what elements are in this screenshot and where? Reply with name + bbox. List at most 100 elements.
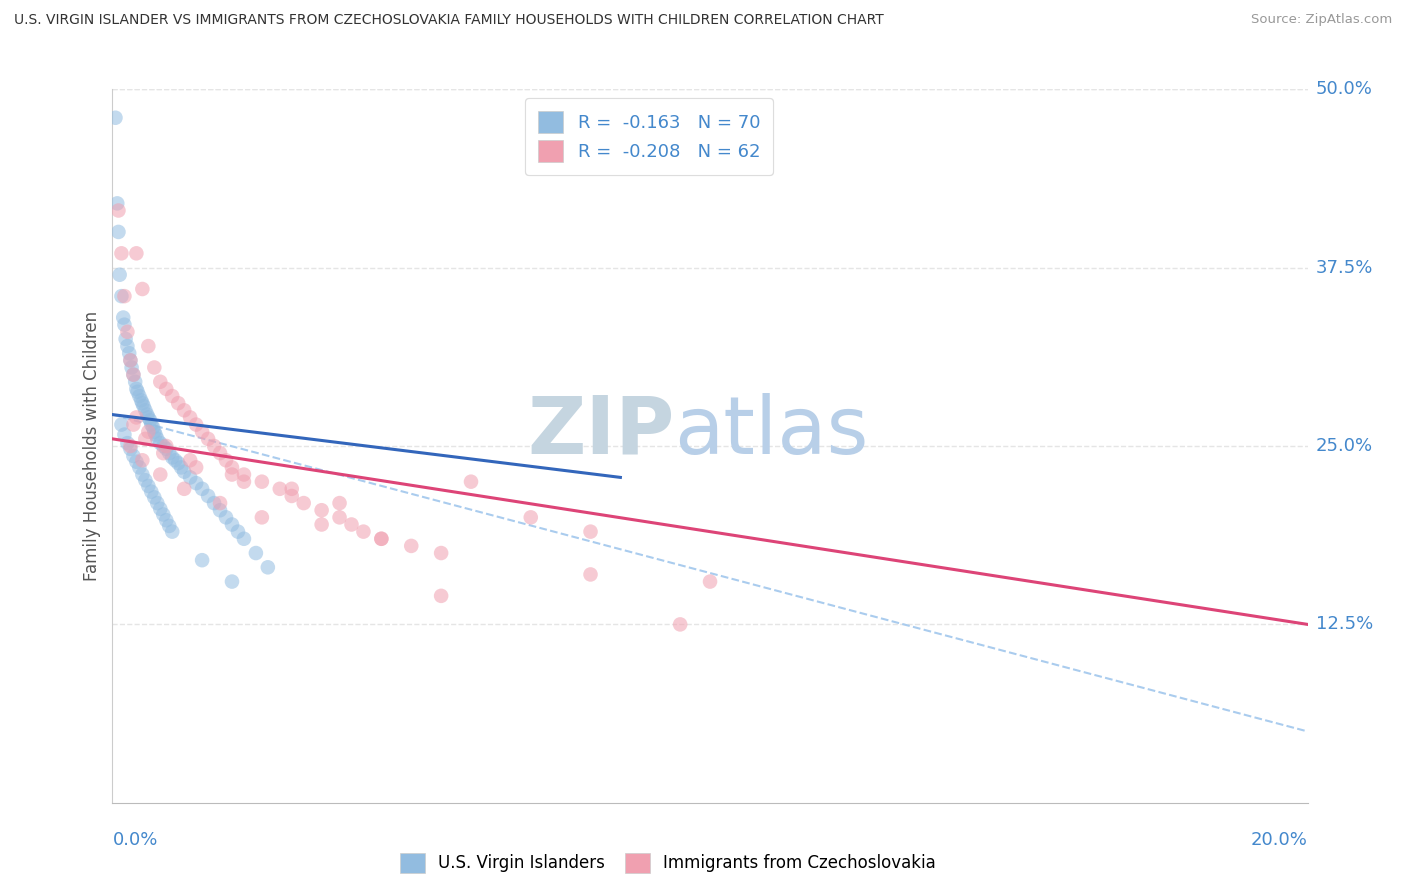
Point bbox=[221, 467, 243, 482]
Point bbox=[120, 353, 142, 368]
Point bbox=[157, 446, 180, 460]
Point bbox=[125, 382, 148, 396]
Point bbox=[328, 510, 352, 524]
Point bbox=[104, 111, 127, 125]
Point bbox=[134, 473, 156, 487]
Point bbox=[401, 539, 423, 553]
Point bbox=[226, 524, 249, 539]
Point bbox=[460, 475, 482, 489]
Point bbox=[520, 510, 543, 524]
Point bbox=[340, 517, 363, 532]
Point bbox=[149, 467, 172, 482]
Point bbox=[269, 482, 291, 496]
Point bbox=[117, 339, 139, 353]
Point bbox=[155, 439, 177, 453]
Point bbox=[146, 432, 169, 446]
Point bbox=[114, 289, 135, 303]
Point bbox=[233, 532, 256, 546]
Point bbox=[191, 425, 214, 439]
Point bbox=[125, 410, 148, 425]
Point bbox=[579, 524, 602, 539]
Point bbox=[149, 501, 172, 516]
Point bbox=[138, 425, 160, 439]
Point bbox=[152, 439, 174, 453]
Text: U.S. VIRGIN ISLANDER VS IMMIGRANTS FROM CZECHOSLOVAKIA FAMILY HOUSEHOLDS WITH CH: U.S. VIRGIN ISLANDER VS IMMIGRANTS FROM … bbox=[14, 13, 884, 28]
Point bbox=[108, 268, 131, 282]
Point bbox=[121, 360, 143, 375]
Point bbox=[125, 455, 148, 469]
Text: 37.5%: 37.5% bbox=[1316, 259, 1374, 277]
Point bbox=[138, 479, 160, 493]
Point bbox=[149, 436, 172, 450]
Point bbox=[281, 489, 304, 503]
Point bbox=[138, 410, 160, 425]
Point bbox=[120, 353, 142, 368]
Point bbox=[131, 453, 153, 467]
Point bbox=[186, 476, 208, 491]
Point bbox=[114, 427, 135, 442]
Point bbox=[117, 436, 139, 450]
Point bbox=[233, 475, 256, 489]
Point bbox=[202, 496, 225, 510]
Point bbox=[120, 442, 142, 456]
Point bbox=[155, 382, 177, 396]
Point bbox=[370, 532, 392, 546]
Point bbox=[162, 450, 183, 465]
Point bbox=[173, 465, 195, 479]
Text: 0.0%: 0.0% bbox=[112, 830, 157, 848]
Point bbox=[107, 203, 129, 218]
Point bbox=[292, 496, 315, 510]
Point bbox=[157, 519, 180, 533]
Point bbox=[208, 503, 231, 517]
Point bbox=[173, 403, 195, 417]
Point bbox=[117, 325, 139, 339]
Point bbox=[191, 482, 214, 496]
Point bbox=[579, 567, 602, 582]
Point bbox=[124, 375, 146, 389]
Point bbox=[134, 432, 156, 446]
Point bbox=[142, 420, 165, 434]
Point bbox=[125, 246, 148, 260]
Text: ZIP: ZIP bbox=[527, 392, 675, 471]
Point bbox=[221, 460, 243, 475]
Point bbox=[107, 225, 129, 239]
Point bbox=[128, 389, 150, 403]
Point bbox=[165, 453, 187, 467]
Point bbox=[221, 517, 243, 532]
Point bbox=[167, 456, 190, 470]
Point bbox=[191, 553, 214, 567]
Point bbox=[250, 510, 273, 524]
Point bbox=[208, 446, 231, 460]
Point bbox=[186, 417, 208, 432]
Point bbox=[122, 368, 145, 382]
Point bbox=[311, 503, 333, 517]
Point bbox=[136, 408, 159, 422]
Point bbox=[141, 484, 163, 499]
Point bbox=[122, 417, 145, 432]
Point bbox=[134, 403, 156, 417]
Point bbox=[120, 439, 142, 453]
Text: Source: ZipAtlas.com: Source: ZipAtlas.com bbox=[1251, 13, 1392, 27]
Text: 50.0%: 50.0% bbox=[1316, 80, 1372, 98]
Legend: U.S. Virgin Islanders, Immigrants from Czechoslovakia: U.S. Virgin Islanders, Immigrants from C… bbox=[394, 847, 942, 880]
Point bbox=[114, 332, 136, 346]
Point bbox=[155, 513, 177, 527]
Point bbox=[233, 467, 256, 482]
Point bbox=[430, 589, 453, 603]
Point bbox=[122, 449, 145, 463]
Point bbox=[202, 439, 225, 453]
Point bbox=[167, 396, 190, 410]
Point bbox=[143, 425, 166, 439]
Point bbox=[132, 399, 155, 413]
Point bbox=[152, 508, 174, 522]
Point bbox=[110, 246, 132, 260]
Point bbox=[152, 446, 174, 460]
Point bbox=[128, 460, 150, 475]
Point bbox=[138, 339, 160, 353]
Point bbox=[131, 282, 153, 296]
Point bbox=[141, 417, 163, 432]
Point bbox=[149, 375, 172, 389]
Point bbox=[129, 393, 152, 408]
Point bbox=[170, 460, 193, 475]
Point bbox=[281, 482, 304, 496]
